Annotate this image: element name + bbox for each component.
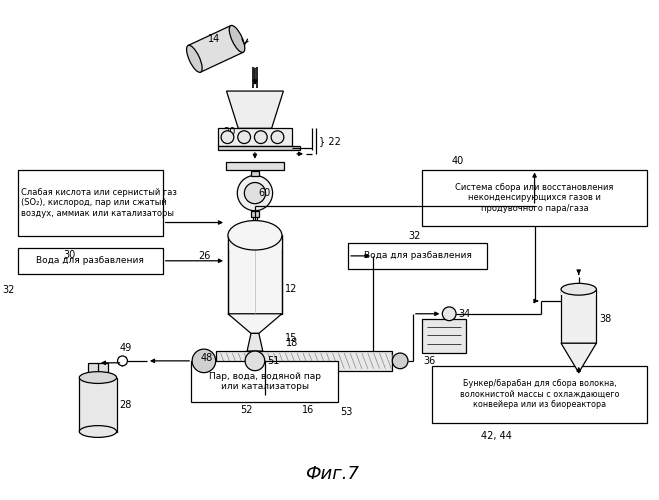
Bar bbox=[251, 170, 259, 176]
Bar bbox=[217, 146, 300, 150]
Bar bbox=[18, 170, 163, 236]
Text: Бункер/барабан для сбора волокна,
волокнистой массы с охлаждающего
конвейера или: Бункер/барабан для сбора волокна, волокн… bbox=[460, 380, 619, 409]
Bar bbox=[228, 236, 282, 314]
Bar bbox=[309, 388, 319, 402]
Polygon shape bbox=[188, 26, 243, 72]
Circle shape bbox=[442, 307, 456, 320]
Bar bbox=[217, 128, 292, 146]
Text: 14: 14 bbox=[208, 34, 220, 44]
Bar bbox=[215, 351, 392, 370]
Bar bbox=[561, 289, 596, 343]
Ellipse shape bbox=[79, 372, 117, 384]
Ellipse shape bbox=[186, 46, 202, 72]
Circle shape bbox=[237, 176, 273, 211]
Bar bbox=[422, 318, 466, 353]
Polygon shape bbox=[561, 343, 596, 372]
Text: 32: 32 bbox=[408, 232, 420, 241]
Text: 30: 30 bbox=[64, 250, 76, 260]
Circle shape bbox=[244, 182, 266, 204]
Text: 32: 32 bbox=[2, 286, 14, 296]
Text: 15: 15 bbox=[285, 334, 297, 344]
Text: 18: 18 bbox=[286, 338, 299, 348]
Polygon shape bbox=[227, 91, 283, 128]
Polygon shape bbox=[228, 314, 282, 334]
Circle shape bbox=[245, 351, 265, 370]
Bar bbox=[251, 211, 259, 216]
Bar bbox=[432, 366, 647, 422]
Bar bbox=[561, 289, 596, 295]
Text: 42, 44: 42, 44 bbox=[480, 430, 511, 440]
Text: 60: 60 bbox=[259, 188, 271, 198]
Bar bbox=[191, 361, 338, 402]
Text: 16: 16 bbox=[302, 405, 314, 415]
Text: 36: 36 bbox=[424, 356, 436, 366]
Circle shape bbox=[254, 131, 267, 143]
Circle shape bbox=[117, 356, 127, 366]
Bar bbox=[228, 236, 282, 250]
Text: 40: 40 bbox=[451, 156, 463, 166]
Bar bbox=[422, 170, 647, 226]
Bar bbox=[18, 248, 163, 274]
Ellipse shape bbox=[79, 426, 117, 438]
Text: 52: 52 bbox=[241, 405, 252, 415]
Circle shape bbox=[392, 353, 408, 368]
Text: 53: 53 bbox=[340, 407, 353, 417]
Circle shape bbox=[238, 131, 250, 143]
Text: Система сбора или восстановления
неконденсирующихся газов и
продувочного пара/га: Система сбора или восстановления неконде… bbox=[455, 183, 614, 213]
Text: 20: 20 bbox=[223, 128, 236, 138]
Circle shape bbox=[271, 131, 284, 143]
Text: 12: 12 bbox=[285, 284, 297, 294]
Text: Пар, вода, водяной пар
или катализаторы: Пар, вода, водяной пар или катализаторы bbox=[209, 372, 321, 391]
Text: Слабая кислота или сернистый газ
(SO₂), кислород, пар или сжатый
воздух, аммиак : Слабая кислота или сернистый газ (SO₂), … bbox=[22, 188, 177, 218]
Polygon shape bbox=[247, 334, 263, 351]
Circle shape bbox=[192, 349, 215, 372]
Text: 28: 28 bbox=[119, 400, 132, 409]
Bar bbox=[348, 243, 488, 268]
Text: 26: 26 bbox=[198, 251, 211, 261]
Text: 49: 49 bbox=[119, 343, 132, 353]
Bar bbox=[88, 363, 108, 378]
Ellipse shape bbox=[561, 284, 596, 295]
Text: 34: 34 bbox=[458, 309, 471, 319]
Text: Вода для разбавления: Вода для разбавления bbox=[36, 256, 144, 266]
Text: } 22: } 22 bbox=[319, 136, 341, 146]
Ellipse shape bbox=[229, 26, 244, 52]
Bar bbox=[225, 162, 285, 170]
Text: 51: 51 bbox=[267, 356, 279, 366]
Text: Фиг.7: Фиг.7 bbox=[306, 464, 359, 482]
Text: 38: 38 bbox=[599, 314, 612, 324]
Bar bbox=[79, 378, 117, 432]
Text: Вода для разбавления: Вода для разбавления bbox=[364, 252, 472, 260]
Text: 48: 48 bbox=[201, 353, 214, 363]
Circle shape bbox=[221, 131, 234, 143]
Ellipse shape bbox=[228, 220, 282, 250]
